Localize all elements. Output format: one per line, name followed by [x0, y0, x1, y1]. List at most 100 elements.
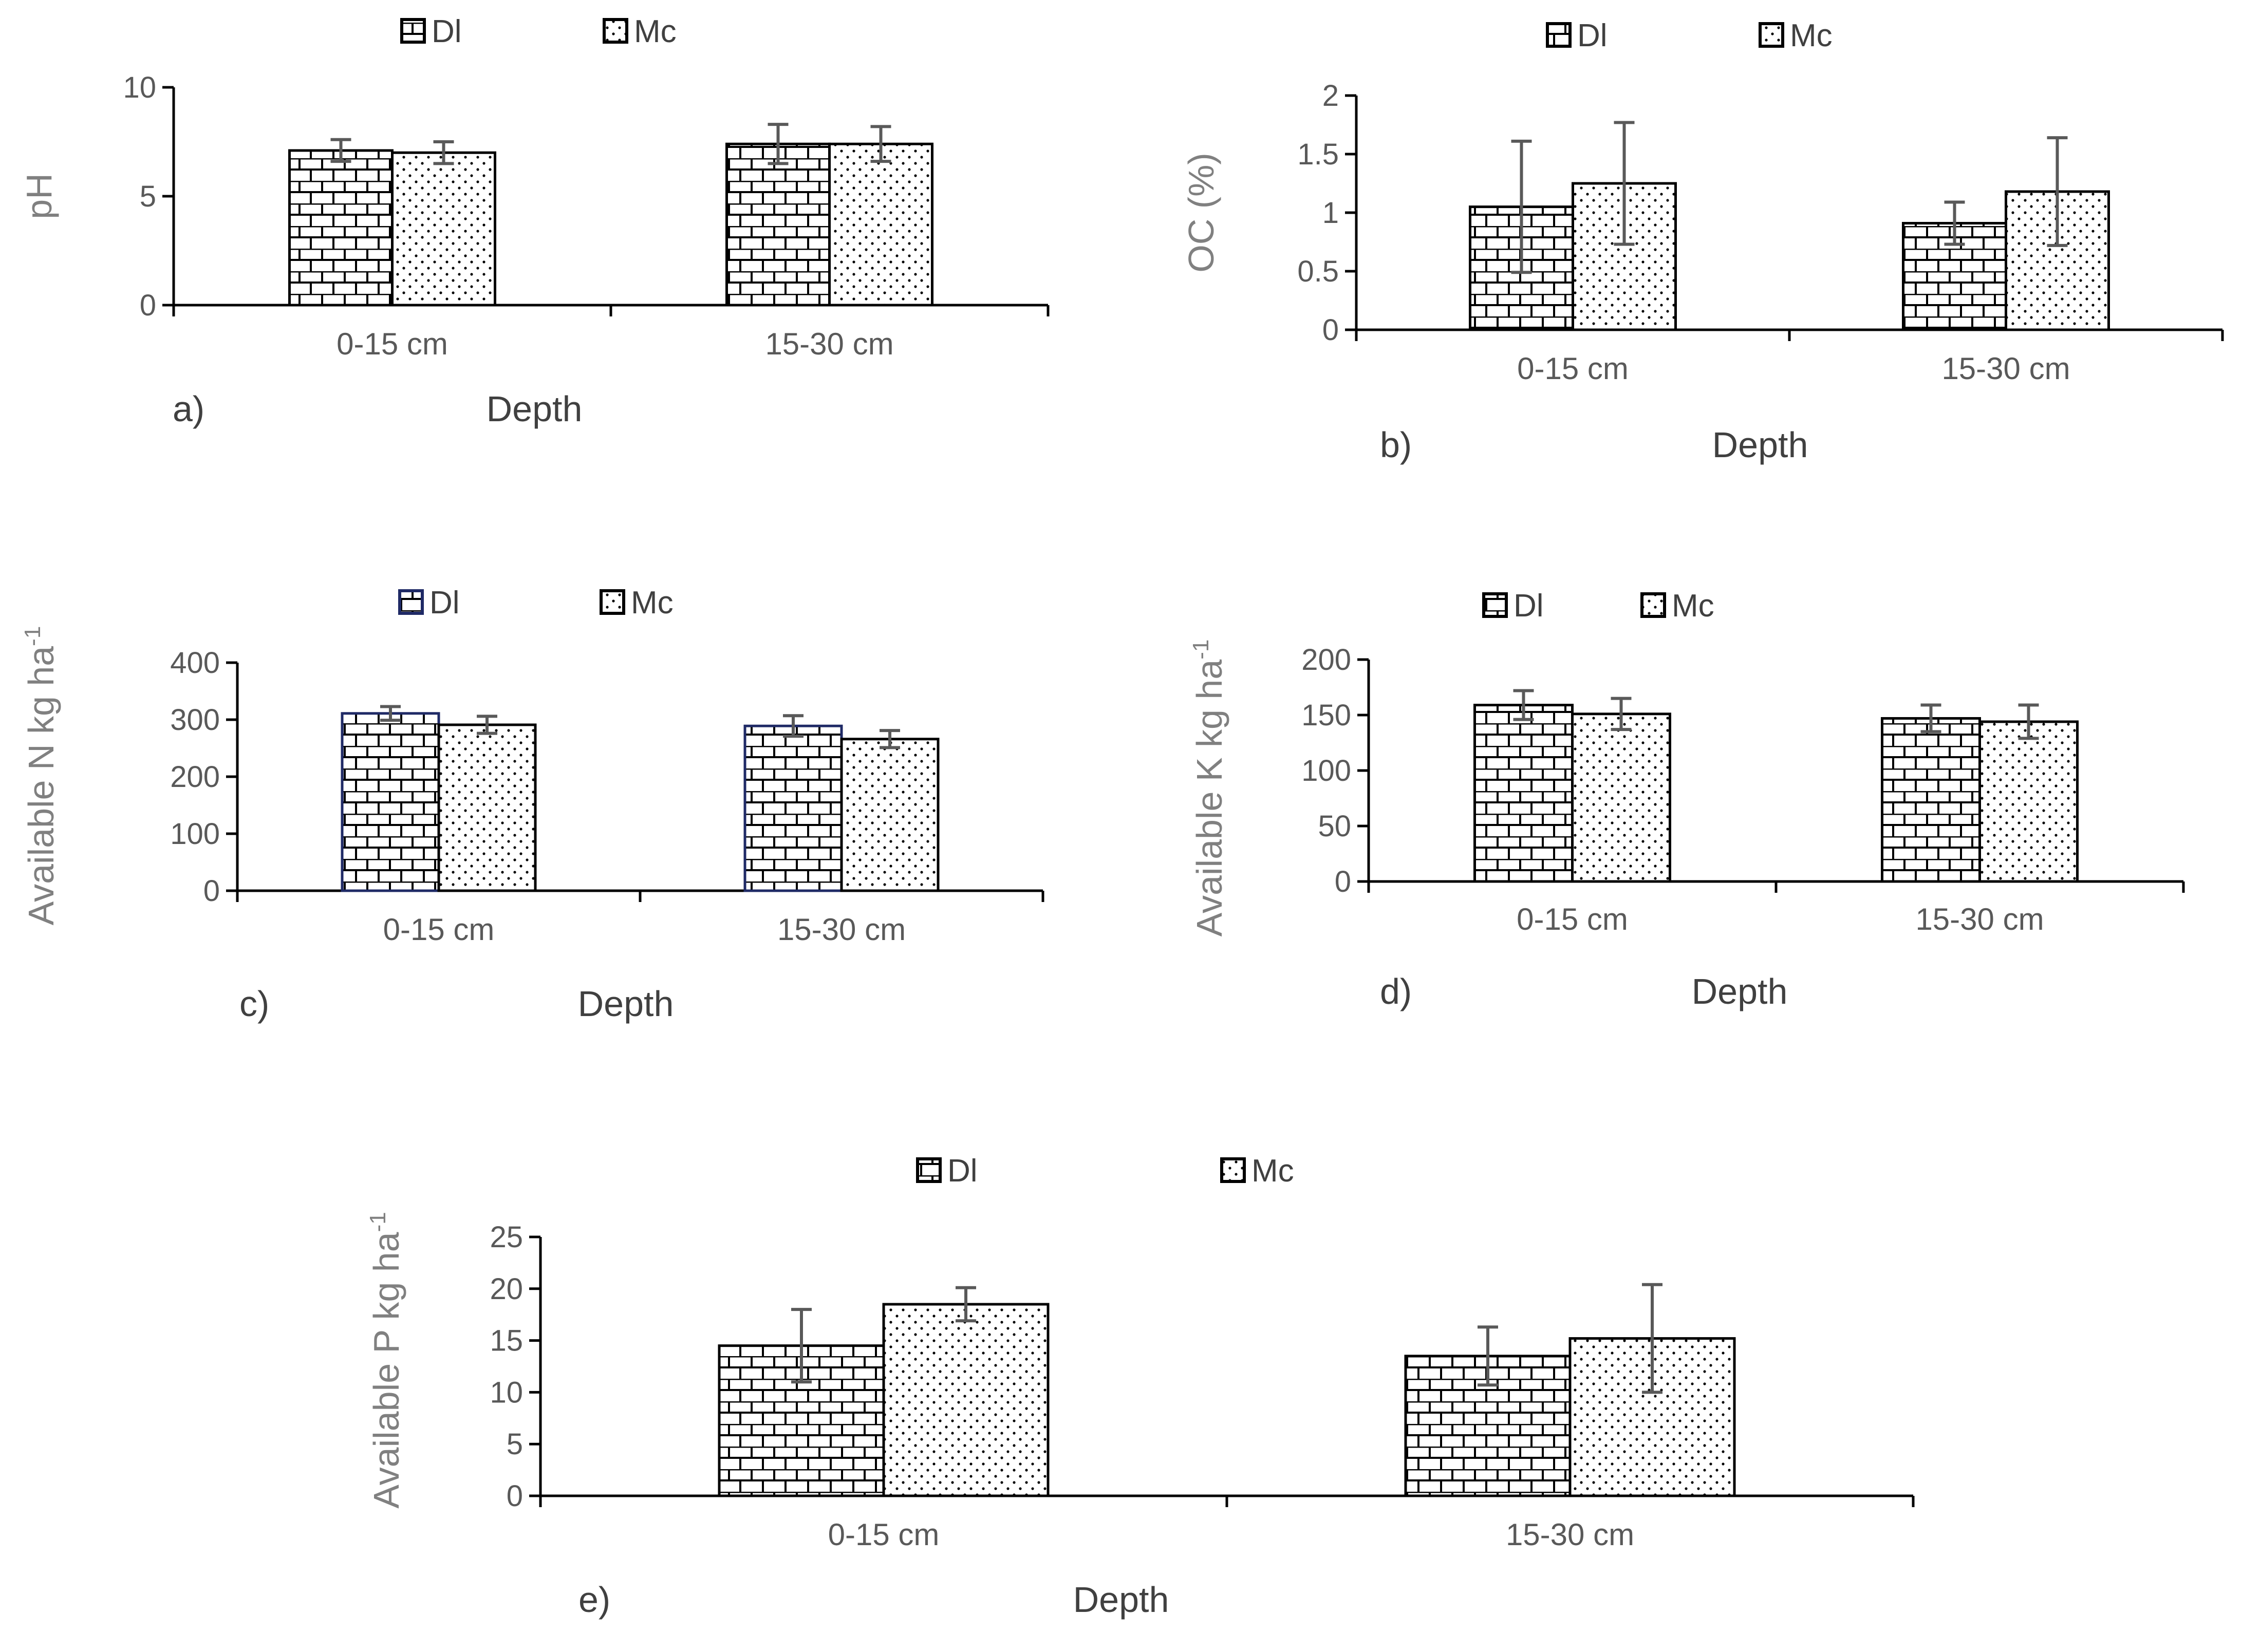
- legend-label-dl: Dl: [1514, 588, 1544, 624]
- x-tick-label: 0-15 cm: [1517, 902, 1628, 936]
- x-axis-title: Depth: [1692, 971, 1788, 1011]
- error-bar-dl-2: [768, 123, 789, 165]
- bar-dl-1: [1473, 704, 1574, 883]
- x-tick-label: 0-15 cm: [383, 912, 495, 947]
- x-tick-label: 15-30 cm: [1915, 902, 2044, 936]
- legend-label-dl: Dl: [1577, 18, 1608, 53]
- legend-label-mc: Mc: [1251, 1153, 1294, 1189]
- legend-swatch-mc: [1220, 1157, 1246, 1183]
- chart-e: 0 5 10 15 20 25 0-15 cm 15-30 cm Available P kg …: [365, 1153, 1915, 1620]
- y-tick-label: 20: [490, 1272, 523, 1306]
- y-tick-label: 150: [1301, 699, 1351, 732]
- bar-mc-1: [1571, 712, 1671, 883]
- error-bar-dl-1: [791, 1308, 812, 1384]
- bar-mc-2: [1978, 720, 2079, 883]
- legend-swatch-mc: [1759, 22, 1784, 48]
- y-tick-label: 0: [507, 1479, 523, 1513]
- bar-dl-2: [743, 724, 843, 892]
- bar-mc-2: [840, 738, 940, 892]
- x-tick-label: 0-15 cm: [337, 327, 448, 361]
- error-bar-dl-2: [1478, 1325, 1498, 1387]
- x-tick-label: 0-15 cm: [828, 1517, 940, 1552]
- x-axis-title: Depth: [487, 389, 583, 429]
- legend-swatch-dl: [916, 1157, 942, 1183]
- y-axis-title: OC (%): [1181, 153, 1221, 272]
- x-tick-label: 0-15 cm: [1517, 351, 1629, 386]
- panel-label: e): [578, 1580, 610, 1620]
- y-tick-label: 0.5: [1297, 255, 1339, 288]
- chart-d: 0 50 100 150 200 0-15 cm 15-30 cm Available K k…: [1188, 588, 2185, 1011]
- y-tick-label: 5: [140, 180, 156, 213]
- legend-swatch-dl: [400, 18, 426, 44]
- legend-label-dl: Dl: [429, 585, 460, 621]
- legend-swatch-dl: [1482, 592, 1508, 618]
- y-tick-label: 100: [1301, 754, 1351, 787]
- y-tick-label: 100: [170, 817, 220, 851]
- y-tick-label: 1.5: [1297, 138, 1339, 171]
- y-tick-label: 0: [1335, 865, 1351, 898]
- error-bar-mc-2: [870, 125, 891, 163]
- y-tick-label: 400: [170, 646, 220, 680]
- panel-label: b): [1380, 425, 1412, 465]
- error-bar-mc-1: [956, 1286, 976, 1323]
- legend-swatch-mc: [600, 589, 625, 615]
- chart-c: 0 100 200 300 400 0-15 cm 15-30 cm Available N …: [20, 585, 1044, 1024]
- x-tick-label: 15-30 cm: [777, 912, 906, 947]
- y-axis-title: pH: [19, 173, 59, 219]
- bar-dl-1: [341, 712, 440, 892]
- panel-label: c): [239, 984, 269, 1024]
- x-axis-title: Depth: [1712, 425, 1808, 465]
- bar-dl-2: [725, 142, 831, 307]
- y-tick-label: 25: [490, 1221, 523, 1254]
- legend-swatch-dl: [1546, 22, 1572, 48]
- panel-label: d): [1380, 971, 1412, 1011]
- legend-label-mc: Mc: [631, 585, 674, 621]
- legend-label-mc: Mc: [1790, 18, 1833, 53]
- y-tick-label: 0: [1322, 313, 1339, 347]
- error-bar-mc-2: [2018, 703, 2039, 740]
- y-tick-label: 5: [507, 1428, 523, 1461]
- x-tick-label: 15-30 cm: [1506, 1517, 1634, 1552]
- error-bar-dl-1: [380, 705, 401, 722]
- legend-swatch-dl: [398, 589, 424, 615]
- legend-swatch-mc: [1640, 592, 1666, 618]
- y-tick-label: 2: [1322, 79, 1339, 112]
- y-tick-label: 200: [170, 760, 220, 794]
- bar-mc-1: [437, 723, 537, 892]
- y-tick-label: 200: [1301, 643, 1351, 677]
- x-tick-label: 15-30 cm: [765, 327, 893, 361]
- legend-swatch-mc: [603, 18, 628, 44]
- error-bar-mc-1: [477, 715, 497, 735]
- error-bar-dl-1: [330, 138, 351, 163]
- y-axis-title: Available N kg ha-1: [20, 626, 61, 926]
- y-axis-title: Available P kg ha-1: [365, 1212, 406, 1509]
- error-bar-mc-1: [1611, 697, 1632, 731]
- y-axis-title: Available K kg ha-1: [1188, 640, 1229, 937]
- y-tick-label: 1: [1322, 196, 1339, 230]
- chart-b: 0 0.5 1 1.5 2 0-15 cm 15-30 cm OC (%) Depth b) Dl M…: [1181, 18, 2224, 465]
- error-bar-dl-1: [1511, 139, 1532, 274]
- bar-mc-2: [2005, 190, 2110, 331]
- bar-mc-2: [828, 142, 933, 307]
- error-bar-mc-2: [1642, 1283, 1662, 1394]
- x-axis-title: Depth: [578, 984, 674, 1024]
- bar-dl-2: [1881, 717, 1981, 883]
- panel-label: a): [173, 389, 204, 429]
- bar-mc-1: [1572, 182, 1677, 331]
- y-tick-label: 10: [490, 1376, 523, 1409]
- error-bar-mc-2: [2047, 136, 2068, 247]
- bar-dl-1: [288, 149, 394, 307]
- error-bar-mc-1: [1614, 121, 1635, 246]
- chart-a: 0 5 10 0-15 cm 15-30 cm pH Depth a) Dl Mc: [19, 14, 1050, 429]
- error-bar-mc-2: [880, 729, 900, 749]
- y-tick-label: 15: [490, 1324, 523, 1358]
- error-bar-dl-1: [1513, 689, 1534, 721]
- y-tick-label: 0: [203, 874, 220, 908]
- x-axis-title: Depth: [1073, 1580, 1169, 1620]
- error-bar-dl-2: [1920, 703, 1941, 734]
- legend-label-dl: Dl: [947, 1153, 978, 1189]
- error-bar-mc-1: [433, 140, 454, 165]
- y-tick-label: 10: [123, 71, 156, 104]
- bar-mc-1: [882, 1303, 1050, 1497]
- bar-mc-1: [391, 151, 496, 307]
